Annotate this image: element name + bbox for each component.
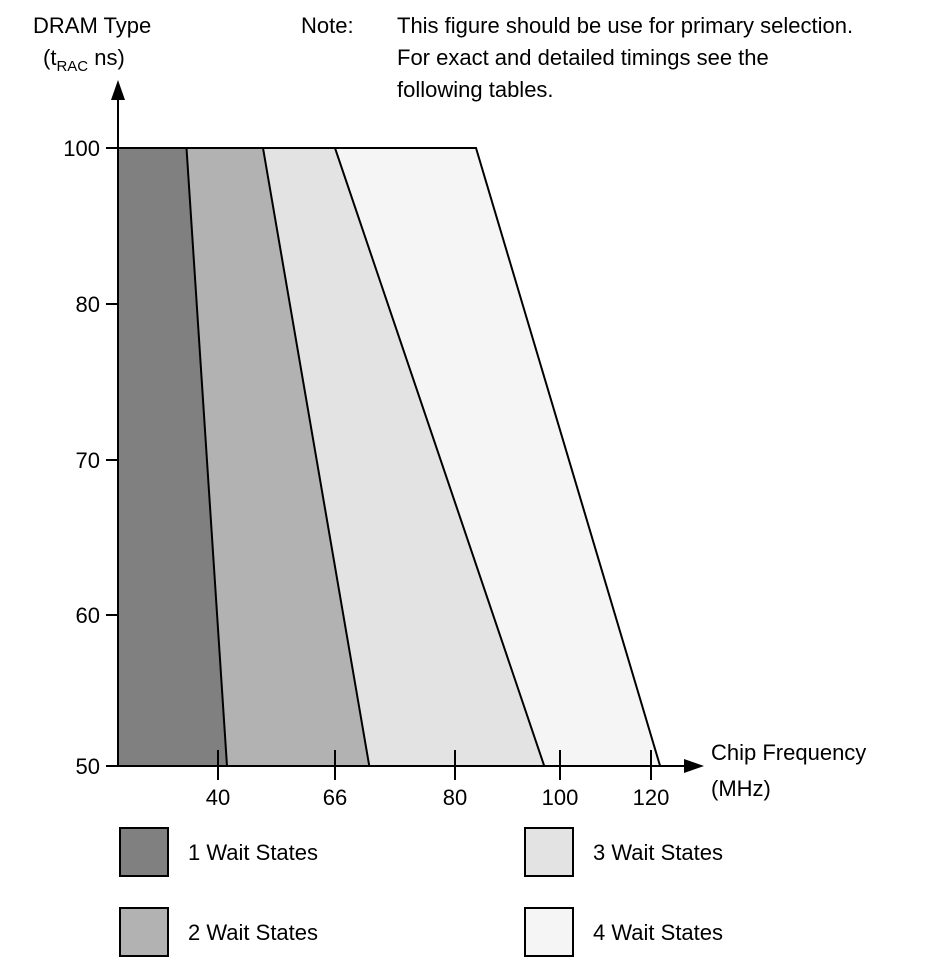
x-tick-label: 100 [542,785,579,810]
x-tick-label: 120 [633,785,670,810]
x-tick-label: 66 [323,785,347,810]
x-tick-label: 80 [443,785,467,810]
y-axis-title-suffix: ns) [88,45,125,70]
legend-label: 2 Wait States [188,920,318,945]
y-axis-title-prefix: (t [43,45,57,70]
x-tick-label: 40 [206,785,230,810]
legend-label: 1 Wait States [188,840,318,865]
legend-swatch [524,907,574,957]
y-axis-title-line1: DRAM Type [33,13,152,38]
legend-label: 3 Wait States [593,840,723,865]
note-label: Note: [301,13,354,38]
y-tick-label: 50 [76,754,100,779]
legend-swatch [119,907,169,957]
note-line-3: following tables. [397,77,554,102]
y-tick-label: 70 [76,448,100,473]
note-line-2: For exact and detailed timings see the [397,45,769,70]
legend-label: 4 Wait States [593,920,723,945]
legend-swatch [119,827,169,877]
note-line-1: This figure should be use for primary se… [397,13,854,38]
x-axis-title-line1: Chip Frequency [711,740,867,765]
x-axis-title-line2: (MHz) [711,776,771,801]
y-tick-label: 100 [63,136,100,161]
y-tick-label: 80 [76,292,100,317]
x-axis-arrowhead [684,759,704,773]
y-axis-title-subscript: RAC [56,58,89,75]
y-axis-title-line2: (tRAC ns) [43,45,125,75]
legend-swatch [524,827,574,877]
y-tick-label: 60 [76,603,100,628]
y-axis-arrowhead [111,80,125,100]
